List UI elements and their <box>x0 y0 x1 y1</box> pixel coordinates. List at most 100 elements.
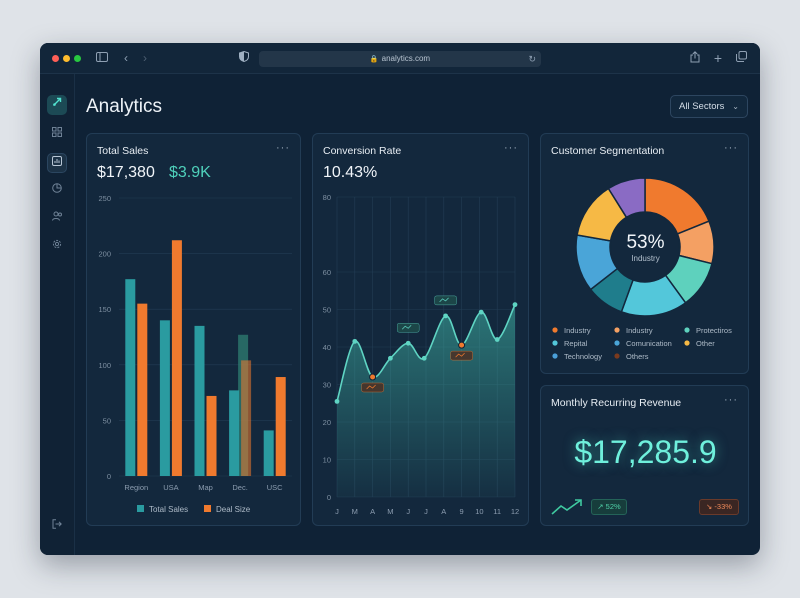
legend-label: Repital <box>564 339 588 348</box>
y-tick-label: 0 <box>107 472 111 481</box>
logout-icon[interactable] <box>47 517 67 537</box>
browser-titlebar: ‹ › 🔒 analytics.com ↻ + <box>40 43 760 74</box>
customer-segmentation-card: Customer Segmentation ··· Industry Indust… <box>540 133 749 374</box>
legend-swatch <box>204 505 211 512</box>
x-tick-label: Region <box>124 483 148 492</box>
pie-icon[interactable] <box>47 181 67 201</box>
data-point <box>478 309 484 315</box>
legend-label: Protectiros <box>696 326 732 335</box>
more-options-icon[interactable]: ··· <box>724 394 738 406</box>
conversion-rate-value: 10.43% <box>323 164 378 181</box>
bar-total-sales <box>159 320 170 476</box>
bar-total-sales <box>263 430 274 476</box>
total-sales-bar-chart: 0 50 100 150 200 250 Region USA Map Dec. USC Total … <box>98 194 292 514</box>
bar-deal-size <box>137 303 148 476</box>
legend-swatch <box>614 340 620 346</box>
growth-down-badge: ↘ -33% <box>699 499 739 515</box>
more-options-icon[interactable]: ··· <box>276 142 290 154</box>
mrr-card: Monthly Recurring Revenue ··· $17,285.9 … <box>540 385 749 526</box>
donut-slice <box>607 177 646 219</box>
conversion-rate-card: Conversion Rate ··· 10.43% 0 10 20 30 40 50 60… <box>312 133 529 526</box>
donut-hole <box>611 213 679 281</box>
more-options-icon[interactable]: ··· <box>724 142 738 154</box>
x-tick-label: J <box>335 507 339 516</box>
x-tick-label: A <box>370 507 375 516</box>
page-title: Analytics <box>86 96 163 117</box>
card-title: Total Sales <box>97 145 149 157</box>
data-point <box>369 373 377 381</box>
total-sales-card: Total Sales ··· $17,380 $3.9K 0 50 100 150 2… <box>86 133 301 526</box>
data-point <box>512 302 518 308</box>
share-icon[interactable] <box>688 51 702 65</box>
x-tick-label: 12 <box>511 507 519 516</box>
minimize-window-button[interactable] <box>63 55 70 62</box>
card-title: Customer Segmentation <box>551 145 665 157</box>
bar-deal-size <box>171 240 182 476</box>
legend-label: Deal Size <box>216 505 251 514</box>
y-tick-label: 50 <box>323 306 331 315</box>
y-tick-label: 0 <box>327 493 331 502</box>
card-title: Monthly Recurring Revenue <box>551 397 682 409</box>
x-tick-label: 9 <box>460 507 464 516</box>
privacy-shield-icon[interactable] <box>237 50 251 65</box>
sidebar-toggle-icon[interactable] <box>95 51 109 65</box>
y-tick-label: 20 <box>323 418 331 427</box>
maximize-window-button[interactable] <box>74 55 81 62</box>
x-tick-label: Dec. <box>232 483 247 492</box>
x-tick-label: M <box>352 507 358 516</box>
data-point <box>443 313 448 319</box>
y-tick-label: 10 <box>323 456 331 465</box>
y-tick-label: 250 <box>98 194 111 203</box>
more-options-icon[interactable]: ··· <box>504 142 518 154</box>
bar-total-sales <box>125 279 136 476</box>
growth-up-badge: ↗ 52% <box>591 499 627 515</box>
grid-icon[interactable] <box>47 125 67 145</box>
legend-swatch <box>614 327 620 333</box>
gear-icon[interactable] <box>47 237 67 257</box>
total-sales-delta: $3.9K <box>169 164 211 181</box>
back-icon[interactable]: ‹ <box>124 51 128 65</box>
bar-deal-size <box>206 395 217 476</box>
chart-icon[interactable] <box>47 153 67 173</box>
new-tab-icon[interactable]: + <box>713 50 723 66</box>
legend-swatch <box>552 340 558 346</box>
y-tick-label: 150 <box>98 305 111 314</box>
legend-swatch <box>552 353 558 359</box>
chevron-down-icon: ⌄ <box>732 102 739 111</box>
legend-label: Industry <box>564 326 591 335</box>
legend-swatch <box>137 505 144 512</box>
close-window-button[interactable] <box>52 55 59 62</box>
tooltip-tag <box>450 350 473 361</box>
x-tick-label: J <box>406 507 410 516</box>
tooltip-sparkline <box>401 325 412 330</box>
data-point <box>405 340 411 346</box>
y-tick-label: 60 <box>323 268 331 277</box>
bar-deal-size <box>275 377 286 476</box>
legend-label: Technology <box>564 352 602 361</box>
tooltip-tag <box>361 382 384 393</box>
legend-label: Others <box>626 352 649 361</box>
x-tick-label: USA <box>163 483 178 492</box>
legend-swatch <box>614 353 620 359</box>
x-tick-label: J <box>424 507 428 516</box>
x-tick-label: 10 <box>475 507 483 516</box>
legend-label: Total Sales <box>149 505 188 514</box>
x-tick-label: 11 <box>493 507 501 516</box>
y-tick-label: 200 <box>98 250 111 259</box>
users-icon[interactable] <box>47 209 67 229</box>
tooltip-sparkline <box>455 352 465 358</box>
url-text: analytics.com <box>381 54 431 63</box>
legend-label: Other <box>696 339 715 348</box>
total-sales-value: $17,380 <box>97 164 155 181</box>
reload-icon[interactable]: ↻ <box>528 54 536 64</box>
trend-up-icon <box>551 499 582 515</box>
tooltip-sparkline <box>439 297 449 303</box>
address-bar[interactable]: 🔒 analytics.com ↻ <box>259 51 541 67</box>
data-point <box>388 355 393 361</box>
y-tick-label: 40 <box>323 343 331 352</box>
forward-icon[interactable]: › <box>143 51 147 65</box>
logo-icon[interactable] <box>47 95 67 115</box>
y-tick-label: 30 <box>323 381 331 390</box>
sector-filter-dropdown[interactable]: All Sectors ⌄ <box>670 95 748 118</box>
tabs-overview-icon[interactable] <box>734 51 748 65</box>
